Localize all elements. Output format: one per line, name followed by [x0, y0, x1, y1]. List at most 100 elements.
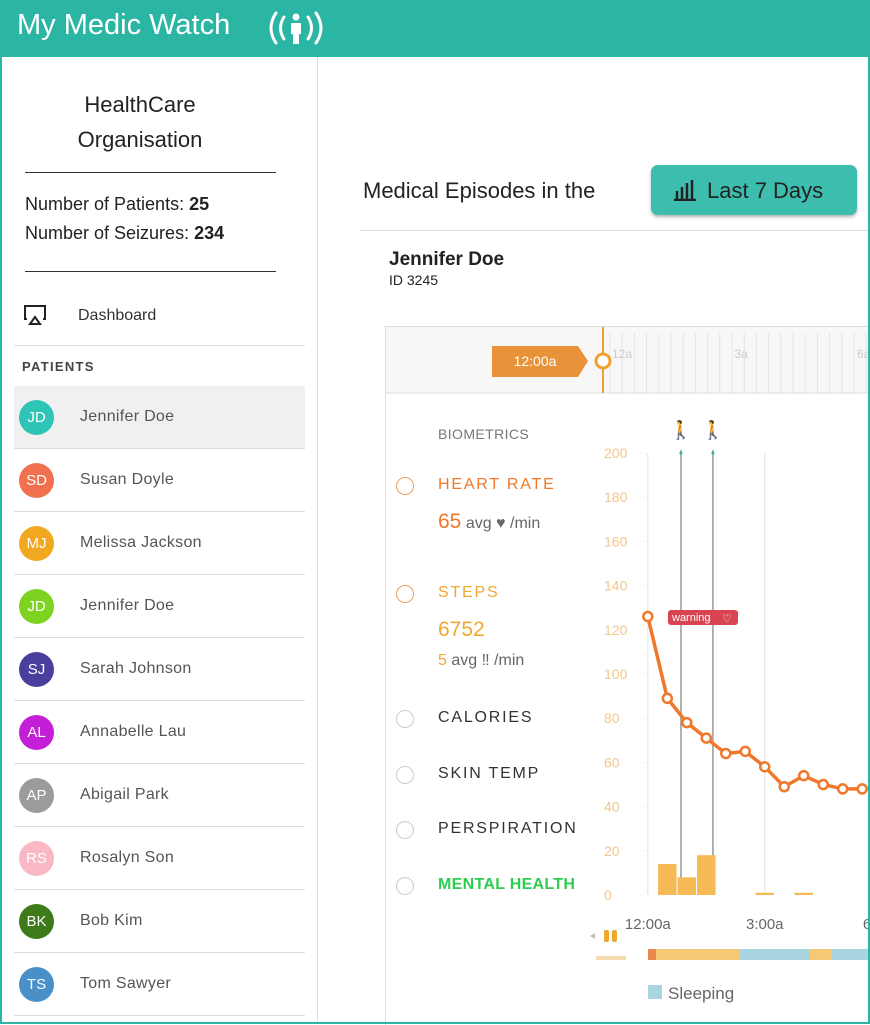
timeline-label: 3a — [735, 347, 749, 361]
dashboard-icon — [24, 305, 46, 325]
stat-value: 234 — [194, 223, 225, 243]
y-tick-label: 0 — [604, 887, 612, 903]
steps-bar — [677, 877, 697, 895]
patient-row[interactable]: SJ Sarah Johnson — [14, 638, 305, 701]
biometrics-heading: BIOMETRICS — [438, 426, 530, 442]
chart-card — [385, 326, 870, 1025]
legend-swatch — [648, 985, 662, 999]
data-point — [817, 778, 829, 791]
avg-word: avg — [451, 652, 478, 669]
avg-word: avg — [465, 515, 492, 532]
nav-label: Dashboard — [78, 307, 157, 324]
y-tick-label: 160 — [604, 533, 628, 549]
episode-dot — [711, 451, 715, 455]
patient-row[interactable]: TS Tom Sawyer — [14, 953, 305, 1016]
checkbox[interactable] — [396, 821, 414, 839]
unit: /min — [510, 515, 541, 532]
sleep-segment — [740, 949, 810, 960]
sleep-segment — [810, 949, 832, 960]
checkbox[interactable] — [396, 710, 414, 728]
stat-value: 25 — [189, 194, 210, 214]
metric-label[interactable]: HEART RATE — [438, 476, 556, 493]
data-point — [856, 783, 868, 795]
avatar: JD — [19, 400, 54, 435]
divider — [25, 271, 276, 272]
steps-icon — [604, 930, 609, 942]
data-point — [720, 747, 732, 760]
y-tick-label: 180 — [604, 489, 628, 505]
metric-label[interactable]: PERSPIRATION — [438, 820, 578, 837]
nav-dashboard[interactable]: Dashboard — [14, 285, 305, 346]
patient-row[interactable]: AL Annabelle Lau — [14, 701, 305, 764]
metric-label[interactable]: MENTAL HEALTH — [438, 875, 576, 893]
patient-row[interactable]: SD Susan Doyle — [14, 449, 305, 512]
episode-dot — [679, 451, 683, 455]
patient-name: Annabelle Lau — [80, 723, 187, 740]
patient-name: Tom Sawyer — [80, 975, 172, 992]
metric-label[interactable]: SKIN TEMP — [438, 764, 541, 782]
patient-row[interactable]: AP Abigail Park — [14, 764, 305, 827]
x-tick-label: 6:00a — [863, 916, 870, 933]
y-tick-label: 80 — [604, 710, 620, 726]
timeline-strip — [386, 327, 870, 393]
patient-id: ID 3245 — [389, 272, 439, 288]
data-point — [642, 610, 654, 623]
stat: Number of Seizures: 234 — [25, 223, 224, 244]
timeline-label: 6a — [857, 347, 870, 361]
warning-label: warning — [671, 612, 711, 624]
steps-bar — [794, 892, 813, 895]
metric-label[interactable]: CALORIES — [438, 709, 534, 726]
avatar: RS — [19, 841, 54, 876]
patient-name: Bob Kim — [80, 912, 143, 929]
range-button[interactable]: Last 7 Days — [651, 165, 857, 215]
steps-bar — [697, 855, 716, 895]
chart-icon — [674, 180, 696, 201]
divider — [25, 172, 276, 173]
chart: 12a 3a 6a 12:00a 0 20 40 60 80 100 120 140 160 180 2… — [386, 327, 870, 1003]
patient-row[interactable]: BK Bob Kim — [14, 890, 305, 953]
checkbox[interactable] — [396, 585, 414, 603]
steps-icon — [612, 930, 617, 942]
patient-row[interactable]: RS Rosalyn Son — [14, 827, 305, 890]
patient-name: Jennifer Doe — [80, 408, 175, 425]
timeline-label: 12a — [612, 347, 632, 361]
steps-bar — [755, 892, 775, 895]
main-heading: Medical Episodes in the — [363, 178, 596, 203]
avatar: SJ — [19, 652, 54, 687]
y-tick-label: 20 — [604, 843, 620, 859]
data-point — [661, 692, 674, 705]
patient-name: Sarah Johnson — [80, 660, 192, 677]
x-tick-label: 12:00a — [625, 916, 672, 933]
patient-name: Jennifer Doe — [80, 597, 175, 614]
legend-label: Sleeping — [668, 984, 734, 1003]
data-point — [797, 769, 810, 782]
metric-label[interactable]: STEPS — [438, 584, 500, 601]
sidebar: HealthCare Organisation Number of Patien… — [0, 57, 318, 1024]
metric-avg: 65 — [438, 510, 462, 533]
warning-badge — [668, 610, 738, 625]
patient-row[interactable]: JD Jennifer Doe — [14, 386, 305, 449]
timeline-handle[interactable] — [594, 352, 612, 370]
organisation-name: HealthCare Organisation — [77, 92, 203, 152]
episode-icon: 🚶 — [702, 419, 724, 440]
data-point — [739, 745, 752, 758]
patient-row[interactable]: JD Jennifer Doe — [14, 575, 305, 638]
checkbox[interactable] — [396, 477, 414, 495]
avatar: AP — [19, 778, 54, 813]
checkbox[interactable] — [396, 765, 414, 784]
data-point — [778, 780, 790, 793]
series-line — [646, 616, 863, 791]
checkbox[interactable] — [396, 876, 414, 895]
avatar: SD — [19, 463, 54, 498]
scroll-arrow[interactable] — [590, 933, 595, 939]
metric-summary: 65 avg ♥ /min — [438, 510, 541, 533]
data-point — [700, 732, 713, 744]
y-tick-label: 200 — [604, 445, 628, 461]
patient-row[interactable]: MJ Melissa Jackson — [14, 512, 305, 575]
avatar: TS — [19, 967, 54, 1002]
patient-name: Susan Doyle — [80, 471, 175, 488]
timeline-marker — [492, 346, 588, 377]
y-tick-label: 40 — [604, 799, 620, 815]
episode-icon: 🚶 — [670, 419, 692, 440]
